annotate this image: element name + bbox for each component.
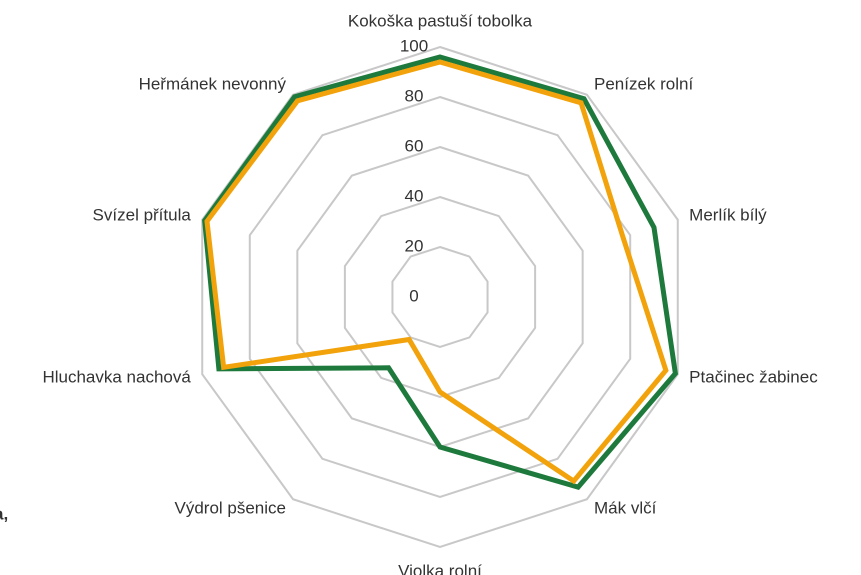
category-label: Penízek rolní xyxy=(594,75,693,94)
grid-ring xyxy=(296,145,584,449)
category-label: Mák vlčí xyxy=(594,498,657,517)
grid-ring xyxy=(248,95,632,499)
category-label: Svízel přítula xyxy=(93,206,192,225)
series-line xyxy=(204,59,669,485)
category-label: Merlík bílý xyxy=(689,206,767,225)
category-label: Výdrol pšenice xyxy=(174,498,286,517)
category-label: Heřmánek nevonný xyxy=(139,75,287,94)
y-tick-label: 40 xyxy=(405,186,424,205)
grid-ring xyxy=(343,195,537,399)
category-label: Violka rolní xyxy=(398,561,482,575)
annotation: a, xyxy=(0,504,8,523)
category-label: Hluchavka nachová xyxy=(42,367,191,386)
category-label: Ptačinec žabinec xyxy=(689,367,818,386)
y-tick-label: 80 xyxy=(405,86,424,105)
grid-ring xyxy=(391,245,489,349)
series-line xyxy=(202,54,679,490)
y-tick-label: 60 xyxy=(405,136,424,155)
y-tick-label: 0 xyxy=(409,286,418,305)
y-tick-label: 100 xyxy=(400,36,428,55)
category-label: Kokoška pastuší tobolka xyxy=(348,11,533,30)
y-tick-label: 20 xyxy=(405,236,424,255)
